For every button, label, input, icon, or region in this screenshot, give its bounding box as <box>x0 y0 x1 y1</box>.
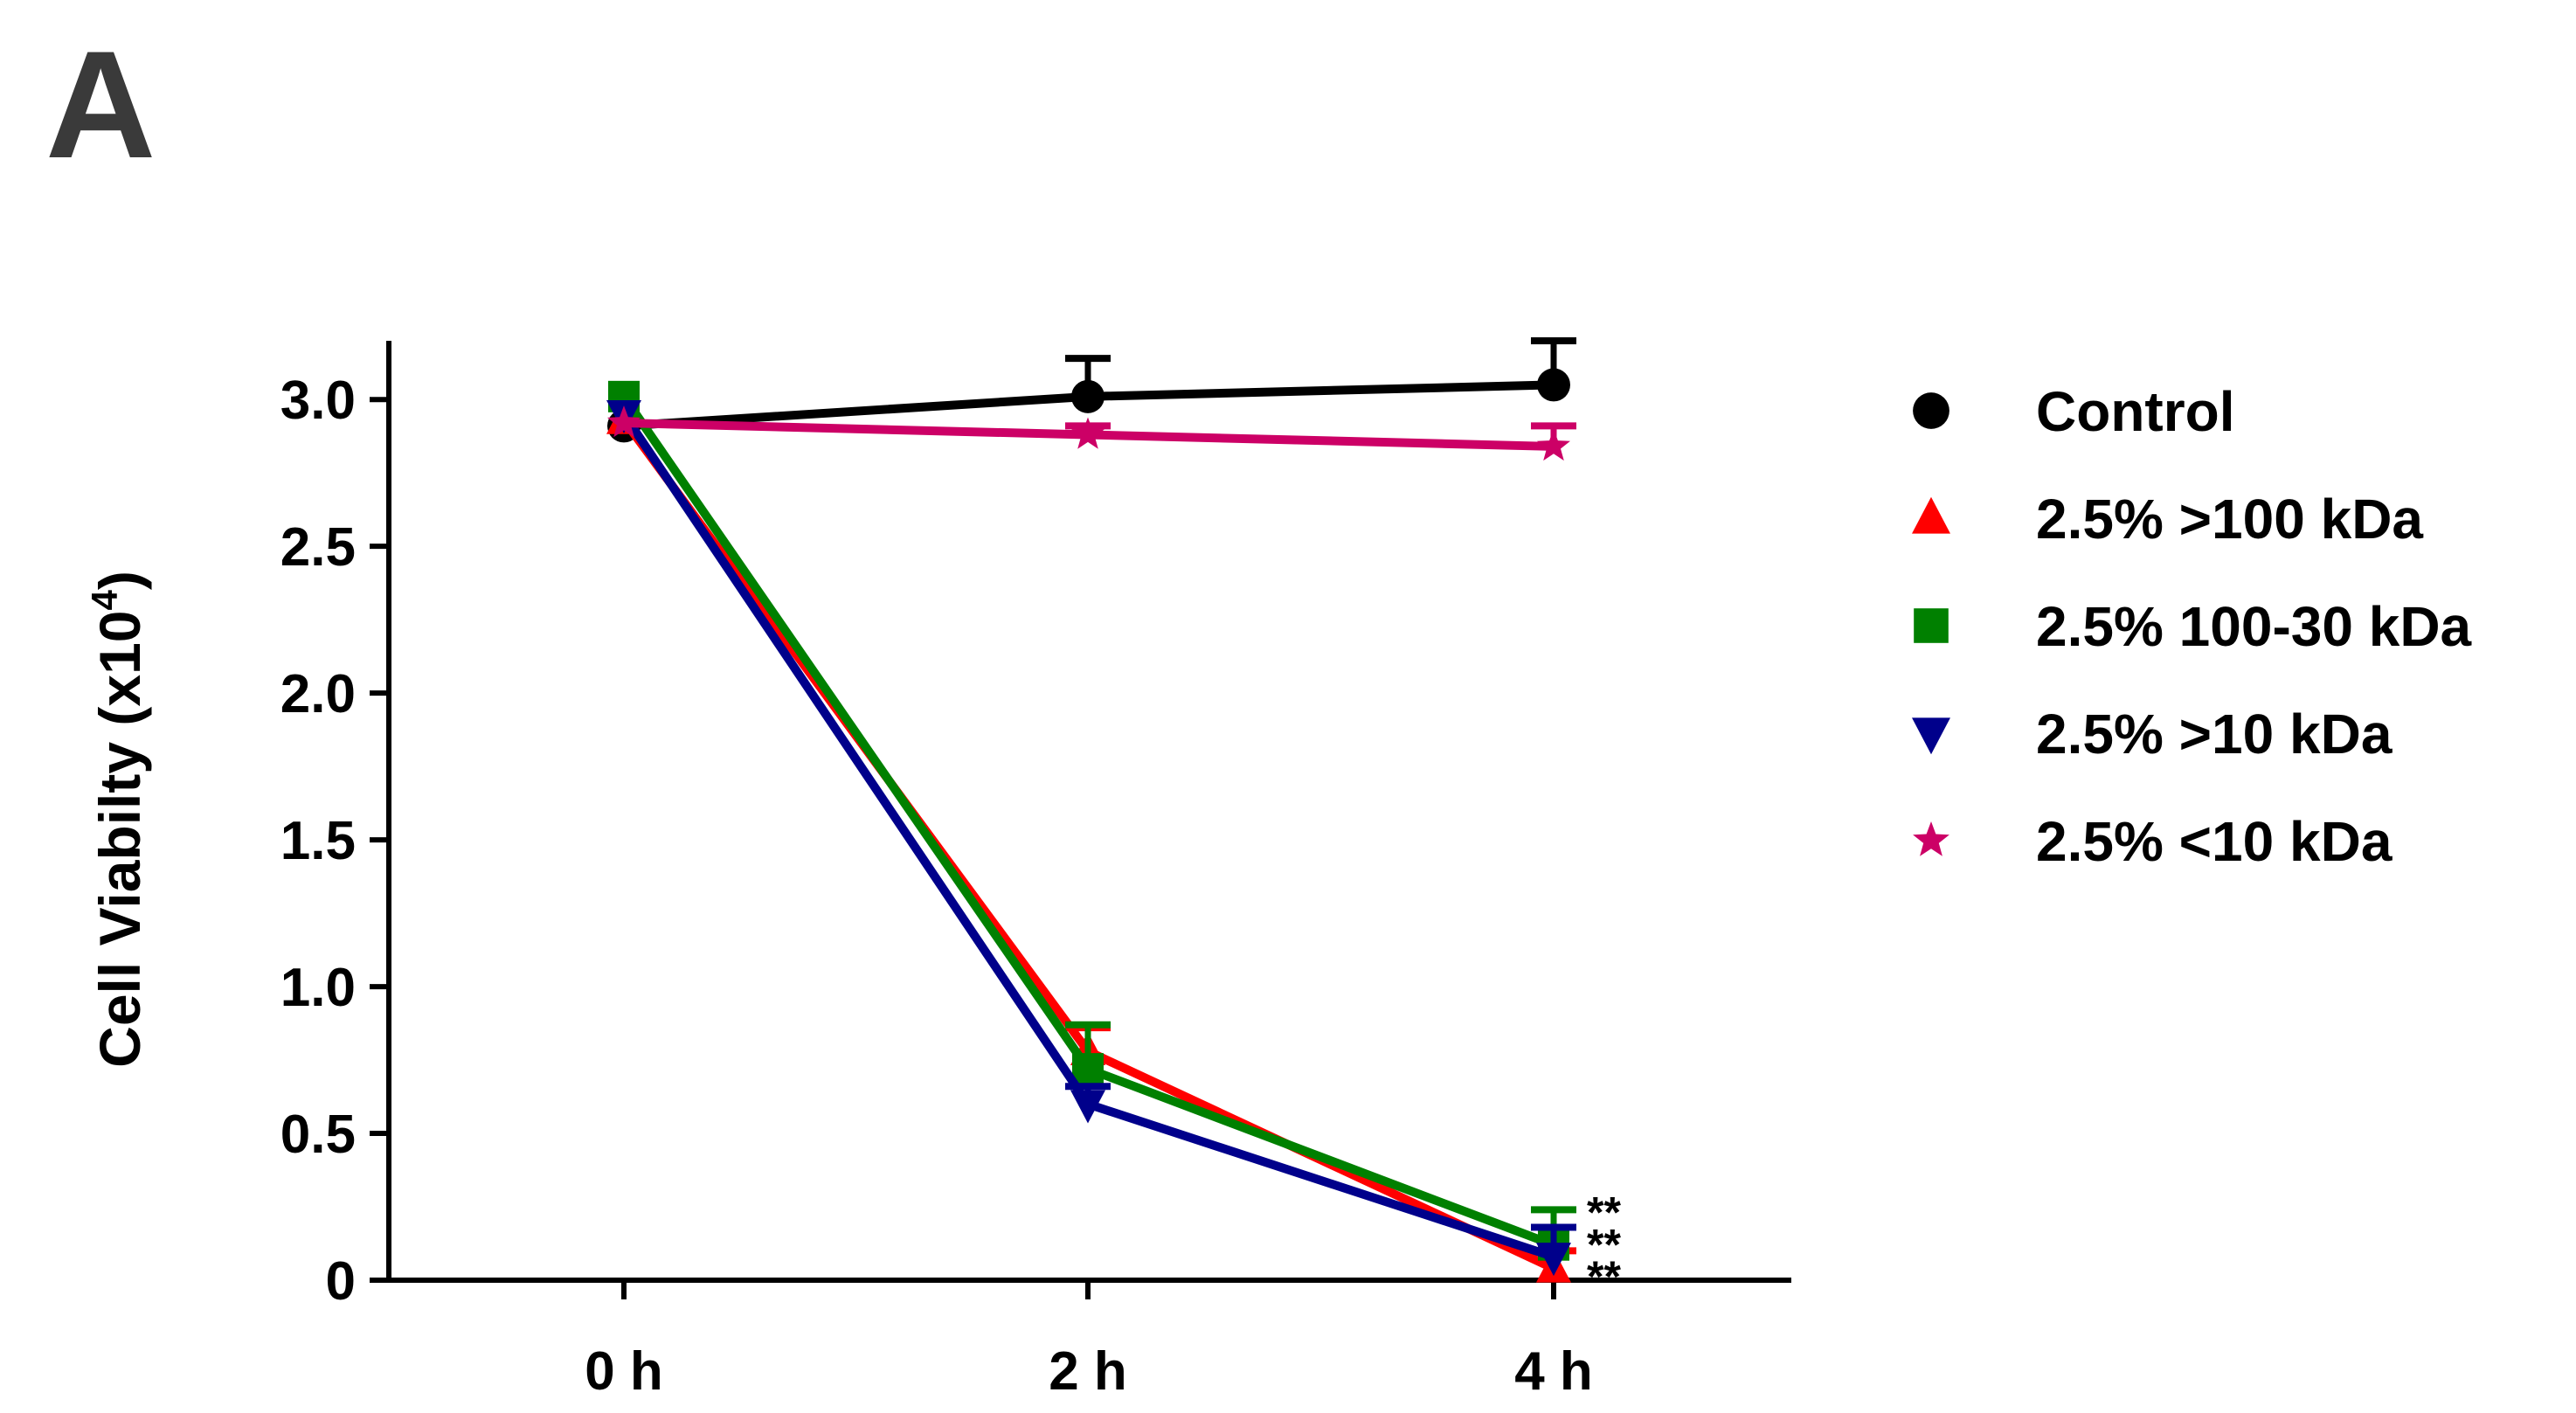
y-tick-label: 1.5 <box>280 811 356 871</box>
legend-marker <box>1914 608 1949 643</box>
y-tick-label: 0.5 <box>280 1105 356 1165</box>
legend-label: 2.5% >100 kDa <box>2036 488 2423 551</box>
y-tick-label: 2.0 <box>280 664 356 724</box>
data-point <box>1537 428 1570 461</box>
legend-marker <box>1912 496 1950 534</box>
x-tick-label: 0 h <box>585 1341 663 1402</box>
y-tick-label: 3.0 <box>280 371 356 431</box>
series-5 <box>607 405 1576 461</box>
data-point <box>1070 1090 1105 1124</box>
x-tick-label: 2 h <box>1049 1341 1127 1402</box>
y-axis-title-main: Cell Viabilty (x10 <box>87 610 152 1067</box>
legend-marker <box>1913 392 1949 429</box>
legend-marker <box>1912 717 1950 755</box>
significance-annotation: ** <box>1587 1220 1621 1269</box>
legend-label: 2.5% >10 kDa <box>2036 703 2392 765</box>
legend: Control 2.5% >100 kDa 2.5% 100-30 kDa 2.5% … <box>1912 380 2472 873</box>
data-point <box>1071 379 1104 413</box>
line-chart: 0 0.5 1.0 1.5 2.0 2.5 3.0 0 h 2 h 4 h Cell Viabi… <box>84 337 1791 1402</box>
data-point <box>607 405 641 438</box>
axes <box>386 341 1791 1283</box>
annotations: ****** <box>1587 1188 1621 1301</box>
legend-item: 2.5% 100-30 kDa <box>1914 595 2472 658</box>
significance-annotation: ** <box>1587 1188 1621 1236</box>
series-layer <box>606 337 1576 1283</box>
panel-label: A <box>45 20 156 190</box>
data-point <box>1536 1243 1571 1277</box>
legend-label: Control <box>2036 380 2235 443</box>
legend-item: 2.5% <10 kDa <box>1913 810 2392 873</box>
x-ticks: 0 h 2 h 4 h <box>585 1280 1593 1402</box>
series-2 <box>606 400 1576 1283</box>
x-tick-label: 4 h <box>1514 1341 1593 1402</box>
series-4 <box>606 399 1576 1277</box>
legend-item: Control <box>1913 380 2235 443</box>
y-tick-label: 2.5 <box>280 517 356 578</box>
data-point <box>1537 368 1570 402</box>
data-point <box>1071 417 1104 449</box>
legend-item: 2.5% >10 kDa <box>1912 703 2392 765</box>
significance-annotation: ** <box>1587 1252 1621 1301</box>
y-tick-label: 1.0 <box>280 958 356 1018</box>
y-ticks: 0 0.5 1.0 1.5 2.0 2.5 3.0 <box>280 371 389 1312</box>
series-line <box>620 417 1556 1273</box>
y-axis-title-suffix: ) <box>87 571 152 590</box>
legend-marker <box>1913 821 1949 856</box>
y-tick-label: 0 <box>326 1251 356 1312</box>
y-axis-title-superscript: 4 <box>84 589 125 610</box>
data-point <box>1072 1053 1104 1085</box>
y-axis-title: Cell Viabilty (x104) <box>84 571 152 1068</box>
legend-label: 2.5% <10 kDa <box>2036 810 2392 873</box>
series-line <box>620 412 1555 1261</box>
series-3 <box>608 380 1576 1261</box>
legend-label: 2.5% 100-30 kDa <box>2036 595 2472 658</box>
legend-item: 2.5% >100 kDa <box>1912 488 2423 551</box>
